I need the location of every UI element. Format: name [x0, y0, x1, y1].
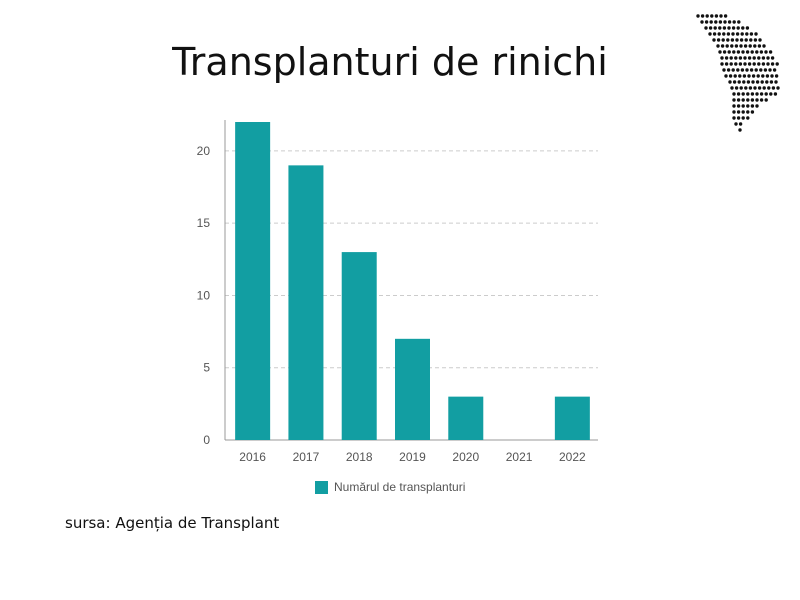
x-tick-label: 2017 — [293, 450, 320, 464]
moldova-dotted-map-icon — [696, 14, 780, 132]
chart-title: Transplanturi de rinichi — [172, 40, 608, 84]
y-tick-label: 10 — [197, 288, 211, 302]
bar-2022 — [554, 396, 590, 440]
bar-2017 — [288, 165, 324, 440]
y-tick-label: 5 — [203, 361, 210, 375]
bar-2019 — [395, 338, 430, 440]
chart-legend: Numărul de transplanturi — [315, 480, 465, 494]
y-tick-label: 15 — [197, 216, 211, 230]
legend-swatch — [315, 480, 328, 494]
x-tick-label: 2020 — [452, 450, 479, 464]
bar-2020 — [448, 396, 484, 440]
x-tick-label: 2018 — [346, 450, 373, 464]
x-tick-label: 2022 — [559, 450, 586, 464]
x-tick-label: 2016 — [239, 450, 266, 464]
source-note: sursa: Agenția de Transplant — [65, 514, 280, 532]
x-tick-label: 2019 — [399, 450, 426, 464]
bar-2016 — [235, 122, 271, 440]
bar-2018 — [341, 252, 377, 440]
legend-label: Numărul de transplanturi — [334, 480, 466, 494]
bar-chart: 0 5 10 15 20 2016 2017 2018 2019 2020 2021 2022 — [197, 120, 598, 464]
x-tick-label: 2021 — [506, 450, 533, 464]
y-tick-label: 0 — [203, 433, 210, 447]
y-tick-label: 20 — [197, 144, 211, 158]
